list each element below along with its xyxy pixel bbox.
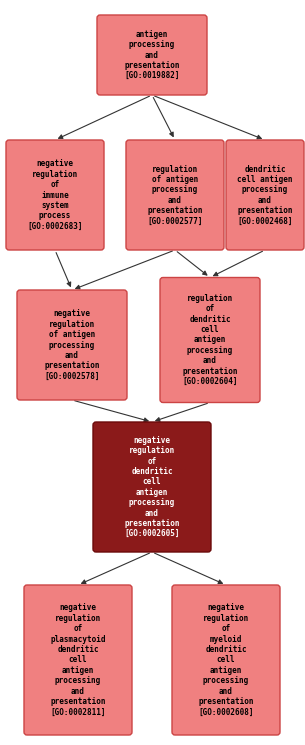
Text: negative
regulation
of
immune
system
process
[GO:0002683]: negative regulation of immune system pro… xyxy=(27,159,83,231)
FancyBboxPatch shape xyxy=(160,277,260,402)
FancyBboxPatch shape xyxy=(6,140,104,250)
FancyBboxPatch shape xyxy=(93,422,211,552)
Text: negative
regulation
of
myeloid
dendritic
cell
antigen
processing
and
presentatio: negative regulation of myeloid dendritic… xyxy=(198,603,254,717)
FancyBboxPatch shape xyxy=(17,290,127,400)
Text: negative
regulation
of
dendritic
cell
antigen
processing
and
presentation
[GO:00: negative regulation of dendritic cell an… xyxy=(124,436,180,539)
FancyBboxPatch shape xyxy=(126,140,224,250)
FancyBboxPatch shape xyxy=(24,585,132,735)
Text: regulation
of antigen
processing
and
presentation
[GO:0002577]: regulation of antigen processing and pre… xyxy=(147,165,203,226)
FancyBboxPatch shape xyxy=(226,140,304,250)
Text: regulation
of
dendritic
cell
antigen
processing
and
presentation
[GO:0002604]: regulation of dendritic cell antigen pro… xyxy=(182,294,238,386)
Text: negative
regulation
of antigen
processing
and
presentation
[GO:0002578]: negative regulation of antigen processin… xyxy=(44,309,100,381)
FancyBboxPatch shape xyxy=(172,585,280,735)
FancyBboxPatch shape xyxy=(97,15,207,95)
Text: dendritic
cell antigen
processing
and
presentation
[GO:0002468]: dendritic cell antigen processing and pr… xyxy=(237,165,293,226)
Text: negative
regulation
of
plasmacytoid
dendritic
cell
antigen
processing
and
presen: negative regulation of plasmacytoid dend… xyxy=(50,603,106,717)
Text: antigen
processing
and
presentation
[GO:0019882]: antigen processing and presentation [GO:… xyxy=(124,30,180,80)
